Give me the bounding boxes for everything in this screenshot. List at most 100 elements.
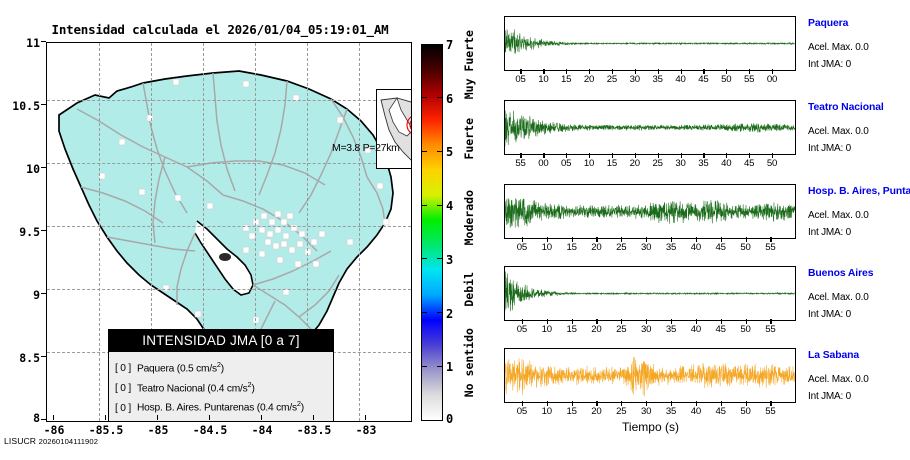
- waveform-plot[interactable]: [504, 16, 796, 71]
- colorbar-category-fuerte: Fuerte: [462, 118, 476, 160]
- time-tick: [571, 319, 573, 324]
- intensity-map[interactable]: INTENSIDAD JMA [0 a 7] [ 0 ] Paquera (0.5…: [46, 42, 412, 422]
- colorbar-tick: [422, 151, 427, 153]
- time-tick-label: 05: [561, 158, 572, 169]
- time-tick-label: 50: [766, 158, 778, 169]
- time-tick-label: 45: [698, 74, 709, 85]
- time-tick: [680, 153, 682, 158]
- seismogram-panel: 05 10 15 20 25 30 35 40 45 50 55 La Sabana Acel. Max…: [497, 348, 910, 428]
- lon-tick-label: -85.5: [88, 423, 124, 437]
- seismogram-panel: 05 10 15 20 25 30 35 40 45 50 55 Buenos Aires Acel. …: [497, 266, 910, 346]
- time-tick-label: 40: [721, 158, 732, 169]
- page-title: Intensidad calculada el 2026/01/04_05:19…: [51, 22, 389, 37]
- unit-exponent: 2: [296, 399, 301, 409]
- time-tick: [657, 153, 659, 158]
- time-tick-label: 40: [690, 324, 701, 335]
- colorbar-tick: [437, 258, 442, 260]
- time-tick-label: 30: [629, 74, 640, 85]
- time-tick-label: 20: [591, 406, 602, 417]
- graticule-line: [47, 100, 411, 101]
- time-tick-label: 05: [516, 242, 528, 253]
- time-tick-label: 15: [566, 406, 577, 417]
- lat-tick: [41, 104, 46, 106]
- colorbar-tick: [437, 312, 442, 314]
- time-tick-label: 55: [515, 158, 526, 169]
- seismogram-panel: 05 10 15 20 25 30 35 40 45 50 55 00 Paquera Acel. Max…: [497, 16, 910, 96]
- legend-unit: cm/s: [276, 402, 297, 414]
- time-tick: [543, 69, 545, 74]
- time-tick: [520, 153, 522, 158]
- time-tick-label: 45: [715, 242, 726, 253]
- time-tick: [566, 153, 568, 158]
- x-axis-title: Tiempo (s): [622, 420, 679, 434]
- lon-tick-label: -84.5: [192, 423, 228, 437]
- max-acceleration-label: Acel. Max. 0.0: [808, 374, 869, 385]
- time-tick: [657, 69, 659, 74]
- legend-unit: cm/s: [196, 363, 217, 375]
- intensity-legend: INTENSIDAD JMA [0 a 7] [ 0 ] Paquera (0.5…: [108, 329, 334, 421]
- time-tick-label: 10: [541, 242, 552, 253]
- time-tick: [634, 69, 636, 74]
- colorbar-value-label: 3: [446, 253, 454, 267]
- time-tick: [546, 401, 548, 406]
- legend-unit: cm/s: [226, 382, 248, 394]
- lat-tick: [41, 356, 46, 358]
- time-tick-label: 50: [740, 324, 751, 335]
- time-tick-label: 30: [675, 158, 686, 169]
- legend-value: 0.4: [259, 402, 274, 414]
- time-axis: 05 10 15 20 25 30 35 40 45 50 55: [504, 237, 797, 253]
- time-tick-label: 05: [516, 406, 528, 417]
- graticule-line: [203, 43, 204, 421]
- time-tick: [611, 153, 614, 158]
- waveform-plot[interactable]: [504, 266, 796, 321]
- time-tick-label: 00: [538, 158, 549, 169]
- seismogram-panel: 05 10 15 20 25 30 35 40 45 50 55 Hosp. B. Aires, Pu…: [497, 184, 910, 264]
- waveform-plot[interactable]: [504, 348, 796, 403]
- time-tick: [695, 401, 698, 406]
- lon-tick: [365, 415, 367, 420]
- time-tick-label: 00: [766, 74, 778, 85]
- time-tick-label: 10: [583, 158, 595, 169]
- time-tick: [703, 69, 705, 74]
- inset-geometry: [377, 90, 411, 168]
- lat-tick: [41, 167, 46, 169]
- time-tick: [621, 401, 623, 406]
- time-tick: [611, 69, 614, 74]
- lat-tick-label: 9: [33, 288, 40, 302]
- lat-tick: [41, 293, 46, 295]
- legend-value: 0.4: [210, 382, 225, 394]
- time-tick: [680, 69, 682, 74]
- time-tick: [596, 401, 598, 406]
- colorbar-tick: [422, 205, 427, 207]
- time-tick-label: 35: [698, 158, 709, 169]
- time-tick: [745, 401, 747, 406]
- graticule-line: [255, 43, 256, 421]
- waveform-plot[interactable]: [504, 100, 796, 155]
- waveform-plot[interactable]: [504, 184, 796, 239]
- graticule-line: [47, 289, 411, 290]
- graticule-line: [359, 43, 360, 421]
- waveform-path: [505, 271, 795, 312]
- lon-tick-label: -85: [147, 423, 169, 437]
- unit-exponent: 2: [247, 379, 252, 389]
- jma-intensity-label: Int JMA: 0: [808, 227, 852, 238]
- epicenter-inset-map[interactable]: [376, 89, 411, 169]
- colorbar-tick: [422, 366, 427, 368]
- colorbar-category-moderado: Moderado: [462, 190, 476, 246]
- station-name: Paquera: [808, 18, 849, 29]
- lon-tick: [313, 415, 315, 420]
- intensity-colorbar[interactable]: [421, 44, 443, 421]
- legend-bracket: [ 0 ]: [115, 402, 131, 414]
- time-tick-label: 15: [561, 74, 572, 85]
- graticule-line: [47, 226, 411, 227]
- lon-tick-label: -84: [251, 423, 273, 437]
- legend-bracket: [ 0 ]: [115, 420, 137, 421]
- time-tick-label: 15: [566, 242, 577, 253]
- time-tick-label: 20: [591, 242, 602, 253]
- time-axis: 05 10 15 20 25 30 35 40 45 50 55: [504, 401, 797, 417]
- time-tick: [670, 319, 673, 324]
- lat-tick-label: 8: [33, 411, 40, 425]
- time-tick: [621, 237, 623, 242]
- time-tick: [695, 319, 698, 324]
- unit-exponent: 2: [216, 360, 221, 369]
